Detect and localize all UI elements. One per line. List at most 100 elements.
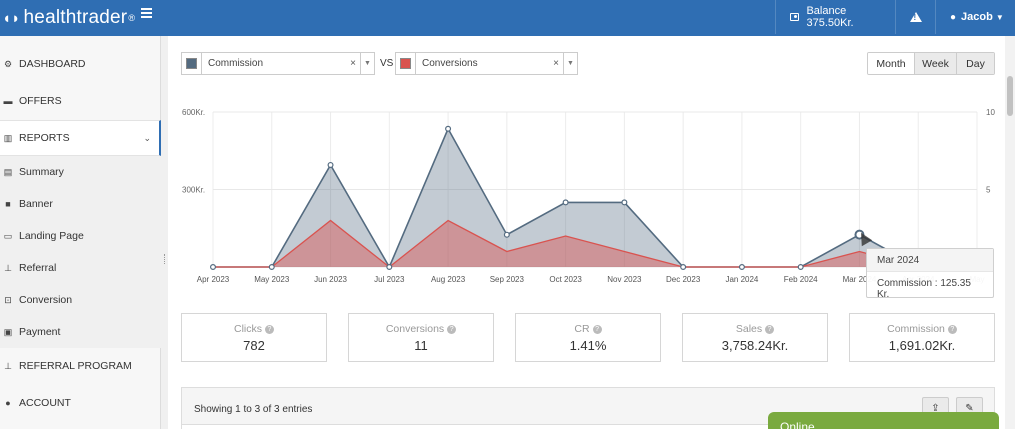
sidebar-resize-handle[interactable]	[164, 254, 166, 264]
stat-sales: Sales? 3,758.24Kr.	[682, 313, 828, 362]
period-week-button[interactable]: Week	[914, 53, 956, 74]
stat-label-wrap: CR?	[516, 323, 660, 335]
sidebar-item-label: Banner	[19, 198, 53, 210]
pencil-icon: ✎	[965, 402, 974, 414]
chart-tooltip: Mar 2024 Commission : 125.35 Kr.	[866, 248, 994, 300]
chevron-down-icon[interactable]: ▼	[563, 53, 577, 74]
sidebar-item-landing-page[interactable]: ▭ Landing Page	[0, 220, 161, 252]
sidebar-item-dashboard[interactable]: ⚙ DASHBOARD	[0, 46, 161, 82]
color-swatch	[186, 58, 197, 69]
question-icon[interactable]: ?	[947, 325, 957, 334]
clear-icon[interactable]: ×	[350, 58, 356, 69]
sidebar-item-account[interactable]: ● ACCOUNT	[0, 385, 161, 421]
stat-value: 1,691.02Kr.	[888, 338, 956, 353]
question-icon[interactable]: ?	[447, 325, 457, 334]
stat-label-wrap: Sales?	[683, 323, 827, 335]
sidebar-item-reports[interactable]: ▥ REPORTS ⌄	[0, 120, 161, 156]
document-icon: ▤	[3, 166, 13, 177]
stat-value: 11	[414, 338, 428, 353]
period-day-button[interactable]: Day	[956, 53, 994, 74]
sidebar-item-referral[interactable]: ⊥ Referral	[0, 252, 161, 284]
alerts-button[interactable]	[895, 0, 935, 34]
export-icon: ⇪	[931, 402, 940, 414]
y-right-tick-label: 5	[986, 186, 991, 195]
sidebar-item-offers[interactable]: ▬ OFFERS	[0, 83, 161, 119]
stat-label: CR	[574, 323, 590, 335]
data-point	[854, 229, 865, 240]
sidebar-item-label: Referral	[19, 262, 57, 274]
x-tick-label: Jul 2023	[374, 275, 405, 284]
question-icon[interactable]: ?	[765, 325, 775, 334]
user-icon: ●	[5, 398, 11, 408]
sidebar-item-label: REFERRAL PROGRAM	[19, 360, 132, 372]
main-content	[168, 36, 1015, 429]
period-toggle: Month Week Day	[867, 52, 995, 75]
stat-label: Conversions	[385, 323, 445, 335]
data-point	[680, 264, 687, 271]
series-line-0	[213, 126, 977, 269]
x-tick-label: Jan 2024	[725, 275, 758, 284]
y-right-tick-label: 10	[986, 108, 995, 117]
data-point	[503, 231, 510, 238]
period-month-button[interactable]: Month	[868, 53, 914, 74]
stat-label-wrap: Clicks?	[182, 323, 326, 335]
stat-conversions: Conversions? 11	[348, 313, 494, 362]
color-swatch	[400, 58, 411, 69]
chevron-down-icon[interactable]: ▼	[360, 53, 374, 74]
sidebar-item-referral-program[interactable]: ⊥ REFERRAL PROGRAM	[0, 348, 161, 384]
sidebar-item-banner[interactable]: ■ Banner	[0, 188, 161, 220]
top-navbar: ◖◗ healthtrader ® Balance 375.50Kr. ● Ja…	[0, 0, 1015, 36]
x-tick-label: Apr 2023	[197, 275, 230, 284]
table-header-row	[182, 424, 996, 429]
stat-label: Commission	[887, 323, 945, 335]
stat-clicks: Clicks? 782	[181, 313, 327, 362]
balance-button[interactable]: Balance 375.50Kr.	[775, 0, 895, 34]
sidebar-item-label: Payment	[19, 326, 61, 338]
app-logo[interactable]: ◖◗ healthtrader ®	[2, 7, 135, 29]
cart-icon: ⊡	[4, 294, 12, 305]
data-point	[209, 264, 216, 271]
entries-info: Showing 1 to 3 of 3 entries	[194, 404, 313, 415]
stat-value: 3,758.24Kr.	[721, 338, 789, 353]
sidebar-item-label: ACCOUNT	[19, 397, 71, 409]
tooltip-body: Commission : 125.35 Kr.	[877, 278, 971, 300]
chat-online-widget[interactable]: Online	[768, 412, 999, 429]
clear-icon[interactable]: ×	[553, 58, 559, 69]
sidebar-item-conversion[interactable]: ⊡ Conversion	[0, 284, 161, 316]
question-icon[interactable]: ?	[265, 325, 274, 334]
right-metric-value: Conversions	[422, 58, 478, 69]
stat-value: 782	[243, 338, 265, 353]
user-menu-button[interactable]: ● Jacob ▼	[935, 0, 1015, 34]
x-tick-label: Sep 2023	[490, 275, 525, 284]
right-metric-select[interactable]: Conversions × ▼	[395, 52, 578, 75]
warning-icon	[909, 12, 922, 22]
x-tick-label: Mar 2024	[843, 275, 877, 284]
stat-cr: CR? 1.41%	[515, 313, 661, 362]
sidebar-item-payment[interactable]: ▣ Payment	[0, 316, 161, 348]
sidebar-item-summary[interactable]: ▤ Summary	[0, 156, 161, 188]
stat-label: Clicks	[234, 323, 262, 335]
y-left-tick-label: 600Kr.	[182, 108, 205, 117]
stat-label: Sales	[735, 323, 763, 335]
question-icon[interactable]: ?	[592, 325, 602, 334]
stat-commission: Commission? 1,691.02Kr.	[849, 313, 995, 362]
user-icon: ●	[950, 11, 957, 23]
data-point	[268, 264, 275, 271]
sidebar-item-label: REPORTS	[19, 132, 70, 144]
vertical-scrollbar[interactable]	[1005, 36, 1015, 429]
dashboard-icon: ⚙	[3, 58, 13, 69]
chevron-down-icon: ⌄	[143, 133, 151, 143]
top-nav-right: Balance 375.50Kr. ● Jacob ▼	[775, 0, 1015, 34]
x-tick-label: May 2023	[254, 275, 290, 284]
y-left-tick-label: 300Kr.	[182, 186, 205, 195]
x-tick-label: Dec 2023	[666, 275, 701, 284]
data-point	[327, 161, 334, 168]
user-name: Jacob	[961, 11, 993, 23]
left-metric-swatch-box	[182, 53, 202, 74]
balance-label: Balance 375.50Kr.	[806, 5, 854, 29]
left-metric-select[interactable]: Commission × ▼	[181, 52, 375, 75]
scrollbar-thumb[interactable]	[1007, 76, 1013, 116]
data-point	[738, 264, 745, 271]
hamburger-icon[interactable]	[141, 8, 152, 18]
sidebar: ⚙ DASHBOARD ▬ OFFERS ▥ REPORTS ⌄ ▤ Summa…	[0, 36, 161, 429]
